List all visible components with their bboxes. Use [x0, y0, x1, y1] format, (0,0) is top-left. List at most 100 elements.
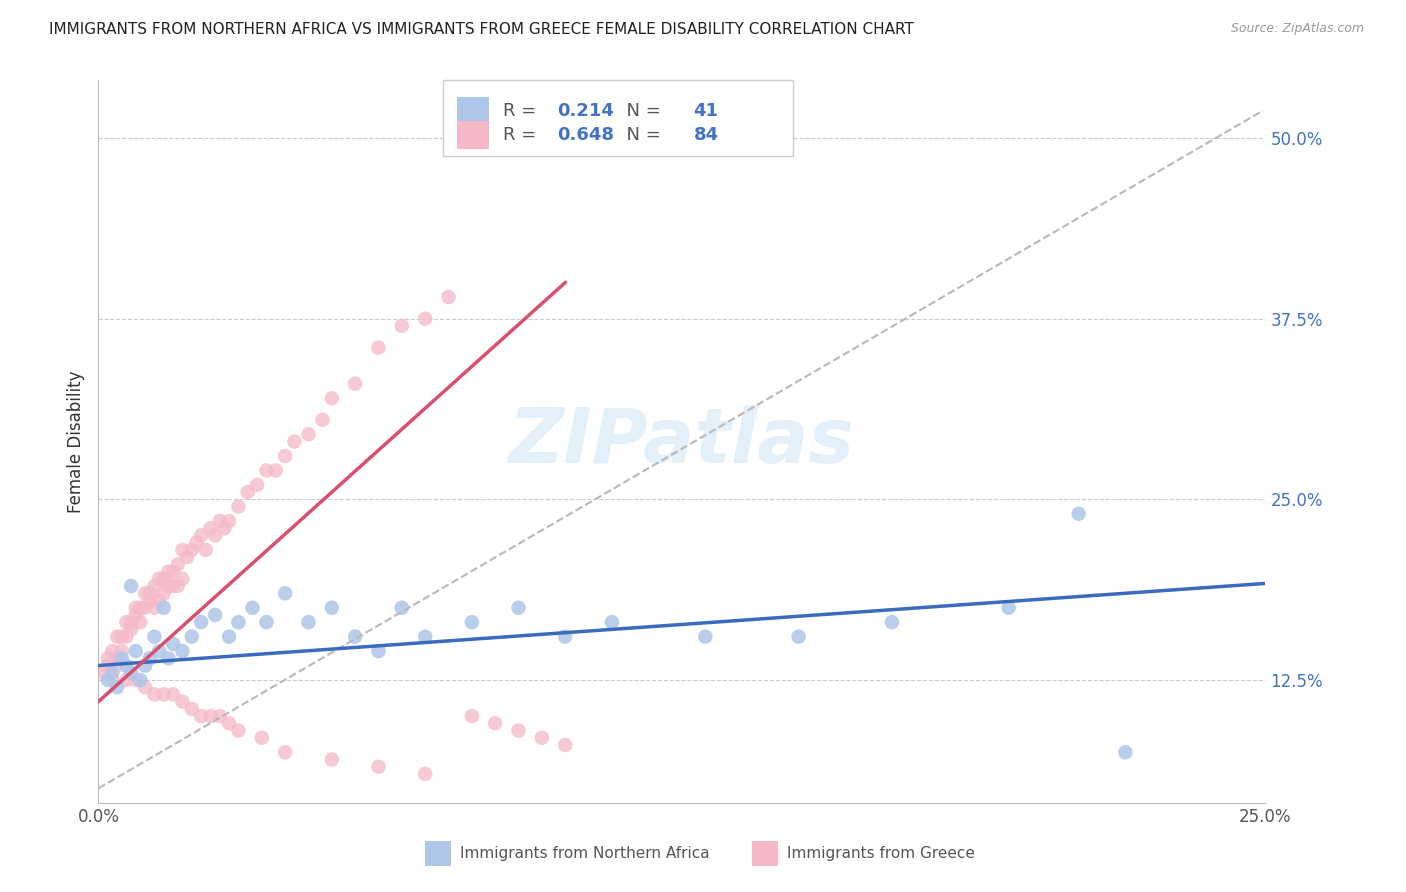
Point	[250, 731, 273, 745]
Point	[129, 673, 152, 687]
Point	[180, 630, 202, 644]
Point	[115, 630, 138, 644]
Point	[236, 485, 259, 500]
Point	[1114, 745, 1136, 759]
Point	[105, 680, 128, 694]
Point	[256, 615, 278, 630]
Point	[152, 600, 174, 615]
Point	[111, 644, 134, 658]
Point	[120, 579, 142, 593]
Point	[125, 644, 148, 658]
Point	[134, 658, 156, 673]
Point	[152, 586, 174, 600]
Point	[461, 709, 484, 723]
Y-axis label: Female Disability: Female Disability	[66, 370, 84, 513]
Text: Source: ZipAtlas.com: Source: ZipAtlas.com	[1230, 22, 1364, 36]
Point	[186, 535, 208, 549]
Point	[194, 542, 217, 557]
Point	[204, 607, 226, 622]
Point	[139, 593, 162, 607]
Point	[530, 731, 553, 745]
Bar	[425, 841, 451, 866]
Point	[190, 709, 212, 723]
Text: ZIPatlas: ZIPatlas	[509, 405, 855, 478]
Point	[172, 542, 194, 557]
Point	[321, 391, 343, 405]
Point	[97, 658, 120, 673]
Text: Immigrants from Northern Africa: Immigrants from Northern Africa	[460, 846, 710, 861]
Point	[105, 651, 128, 665]
Point	[166, 579, 188, 593]
Point	[344, 376, 367, 391]
Point	[367, 341, 389, 355]
Point	[214, 521, 236, 535]
Point	[190, 528, 212, 542]
Point	[148, 572, 170, 586]
Point	[274, 449, 297, 463]
Point	[228, 615, 250, 630]
Point	[157, 651, 180, 665]
Point	[162, 637, 184, 651]
Point	[139, 586, 162, 600]
Point	[115, 658, 138, 673]
Point	[101, 673, 124, 687]
Point	[115, 615, 138, 630]
FancyBboxPatch shape	[443, 80, 793, 156]
Point	[321, 600, 343, 615]
Point	[413, 311, 436, 326]
Point	[208, 514, 231, 528]
Point	[880, 615, 903, 630]
Point	[508, 600, 530, 615]
Point	[200, 521, 222, 535]
Point	[120, 665, 142, 680]
Point	[125, 673, 148, 687]
Point	[484, 716, 506, 731]
Point	[391, 318, 413, 333]
Text: 0.648: 0.648	[557, 126, 614, 144]
Point	[143, 687, 166, 701]
Point	[391, 600, 413, 615]
Text: R =: R =	[503, 102, 543, 120]
Point	[172, 644, 194, 658]
Point	[101, 644, 124, 658]
Point	[218, 514, 240, 528]
Point	[200, 709, 222, 723]
Point	[143, 630, 166, 644]
Point	[91, 665, 114, 680]
Point	[148, 644, 170, 658]
Point	[264, 463, 287, 477]
Point	[204, 528, 226, 542]
Point	[297, 615, 319, 630]
Point	[176, 550, 198, 565]
Point	[508, 723, 530, 738]
Point	[120, 623, 142, 637]
Text: 0.214: 0.214	[557, 102, 614, 120]
Text: R =: R =	[503, 126, 543, 144]
Point	[152, 572, 174, 586]
Point	[129, 600, 152, 615]
Point	[274, 745, 297, 759]
Point	[111, 630, 134, 644]
Bar	[752, 841, 778, 866]
Point	[125, 607, 148, 622]
Point	[554, 630, 576, 644]
Point	[283, 434, 305, 449]
Point	[97, 673, 120, 687]
Point	[162, 687, 184, 701]
Point	[139, 651, 162, 665]
Bar	[457, 121, 489, 149]
Point	[321, 752, 343, 766]
Point	[162, 565, 184, 579]
Point	[997, 600, 1019, 615]
Point	[97, 651, 120, 665]
Point	[274, 586, 297, 600]
Point	[166, 558, 188, 572]
Point	[367, 644, 389, 658]
Point	[129, 615, 152, 630]
Point	[246, 478, 269, 492]
Point	[311, 413, 333, 427]
Point	[111, 651, 134, 665]
Point	[143, 579, 166, 593]
Text: 84: 84	[693, 126, 718, 144]
Point	[228, 500, 250, 514]
